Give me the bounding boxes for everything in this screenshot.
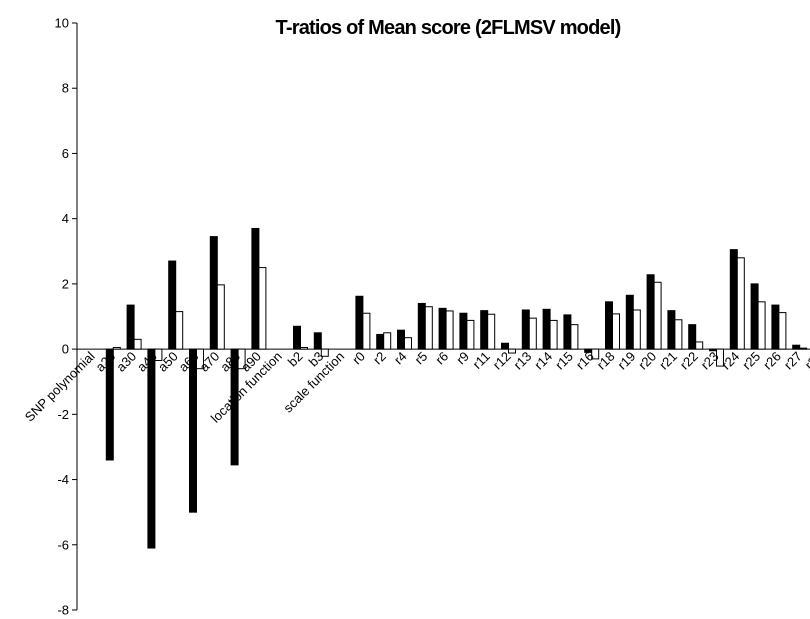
bar [383, 332, 392, 350]
bar [549, 319, 558, 350]
bar [688, 324, 697, 350]
y-tick-label: 10 [55, 16, 69, 31]
y-tick-label: 4 [62, 211, 69, 226]
bars [105, 227, 808, 549]
category-label: r5 [412, 349, 431, 368]
bar [445, 310, 454, 350]
bar [646, 274, 655, 350]
category-label: r21 [656, 349, 680, 373]
bar [508, 348, 516, 354]
bar [480, 310, 489, 350]
labels: SNP polynomiala20a30a40a50a60a70a80a90lo… [22, 349, 810, 426]
y-tick-label: 2 [62, 276, 69, 291]
bar [209, 236, 218, 350]
bar [300, 346, 308, 350]
category-label: r0 [349, 349, 368, 368]
bar [105, 348, 114, 461]
chart-title: T-ratios of Mean score (2FLMSV model) [276, 17, 621, 39]
bar [625, 294, 634, 350]
bar [175, 311, 184, 350]
bar [716, 348, 724, 367]
bar [112, 346, 121, 350]
category-label: r25 [739, 349, 763, 373]
bar [667, 310, 676, 350]
bar [632, 309, 641, 350]
y-tick-label: 0 [62, 342, 69, 357]
bar [293, 325, 301, 350]
bar [521, 309, 530, 350]
bar [397, 329, 405, 350]
bar [528, 317, 537, 350]
bar [147, 348, 156, 549]
bar [778, 312, 787, 350]
y-tick-label: -4 [57, 472, 69, 487]
bar [362, 312, 371, 350]
bar [154, 348, 163, 362]
bar [570, 324, 579, 350]
bar [424, 306, 433, 350]
bar [653, 281, 662, 350]
category-label: r27 [781, 349, 805, 373]
bar [189, 348, 197, 513]
bar [258, 267, 267, 350]
y-tick-label: 6 [62, 146, 69, 161]
bar [750, 283, 759, 350]
bar [674, 319, 683, 350]
bar [168, 260, 177, 350]
category-label: r6 [432, 349, 451, 368]
category-label: r4 [391, 349, 410, 368]
bar [313, 332, 322, 350]
bar [542, 308, 551, 350]
bar [126, 304, 135, 350]
bar [771, 304, 780, 350]
bar [501, 342, 509, 350]
category-label: r22 [677, 349, 701, 373]
bar [612, 313, 620, 350]
bar [729, 249, 738, 350]
category-label: r2 [370, 349, 389, 368]
bar [695, 341, 704, 350]
category-label: r9 [453, 349, 472, 368]
bar [133, 338, 142, 350]
bar [417, 302, 426, 350]
bar [355, 295, 364, 350]
category-label: b2 [285, 349, 306, 370]
bar [216, 284, 225, 350]
bar [459, 312, 468, 350]
category-label: r11 [470, 349, 493, 372]
bar [251, 227, 260, 350]
bar [757, 301, 766, 350]
bar [376, 333, 385, 350]
bar [487, 313, 496, 350]
category-label: r14 [531, 349, 555, 373]
bar [605, 301, 613, 350]
bar [563, 314, 572, 350]
category-label: r19 [615, 349, 639, 373]
bar [466, 319, 475, 350]
bar [736, 257, 745, 350]
y-tick-label: -8 [57, 603, 69, 618]
bar [404, 337, 412, 350]
bar [320, 348, 329, 357]
category-label: r20 [635, 349, 659, 373]
category-label: r15 [552, 349, 576, 373]
bar [438, 307, 447, 350]
bar [799, 347, 808, 350]
bar [792, 344, 801, 350]
bar [230, 348, 239, 466]
bar [237, 348, 246, 370]
y-tick-label: -2 [57, 407, 69, 422]
y-tick-label: -6 [57, 537, 69, 552]
bar [196, 348, 204, 370]
y-tick-label: 8 [62, 81, 69, 96]
category-label: r28 [802, 349, 810, 373]
bar [591, 348, 600, 360]
category-label: r26 [760, 349, 784, 373]
